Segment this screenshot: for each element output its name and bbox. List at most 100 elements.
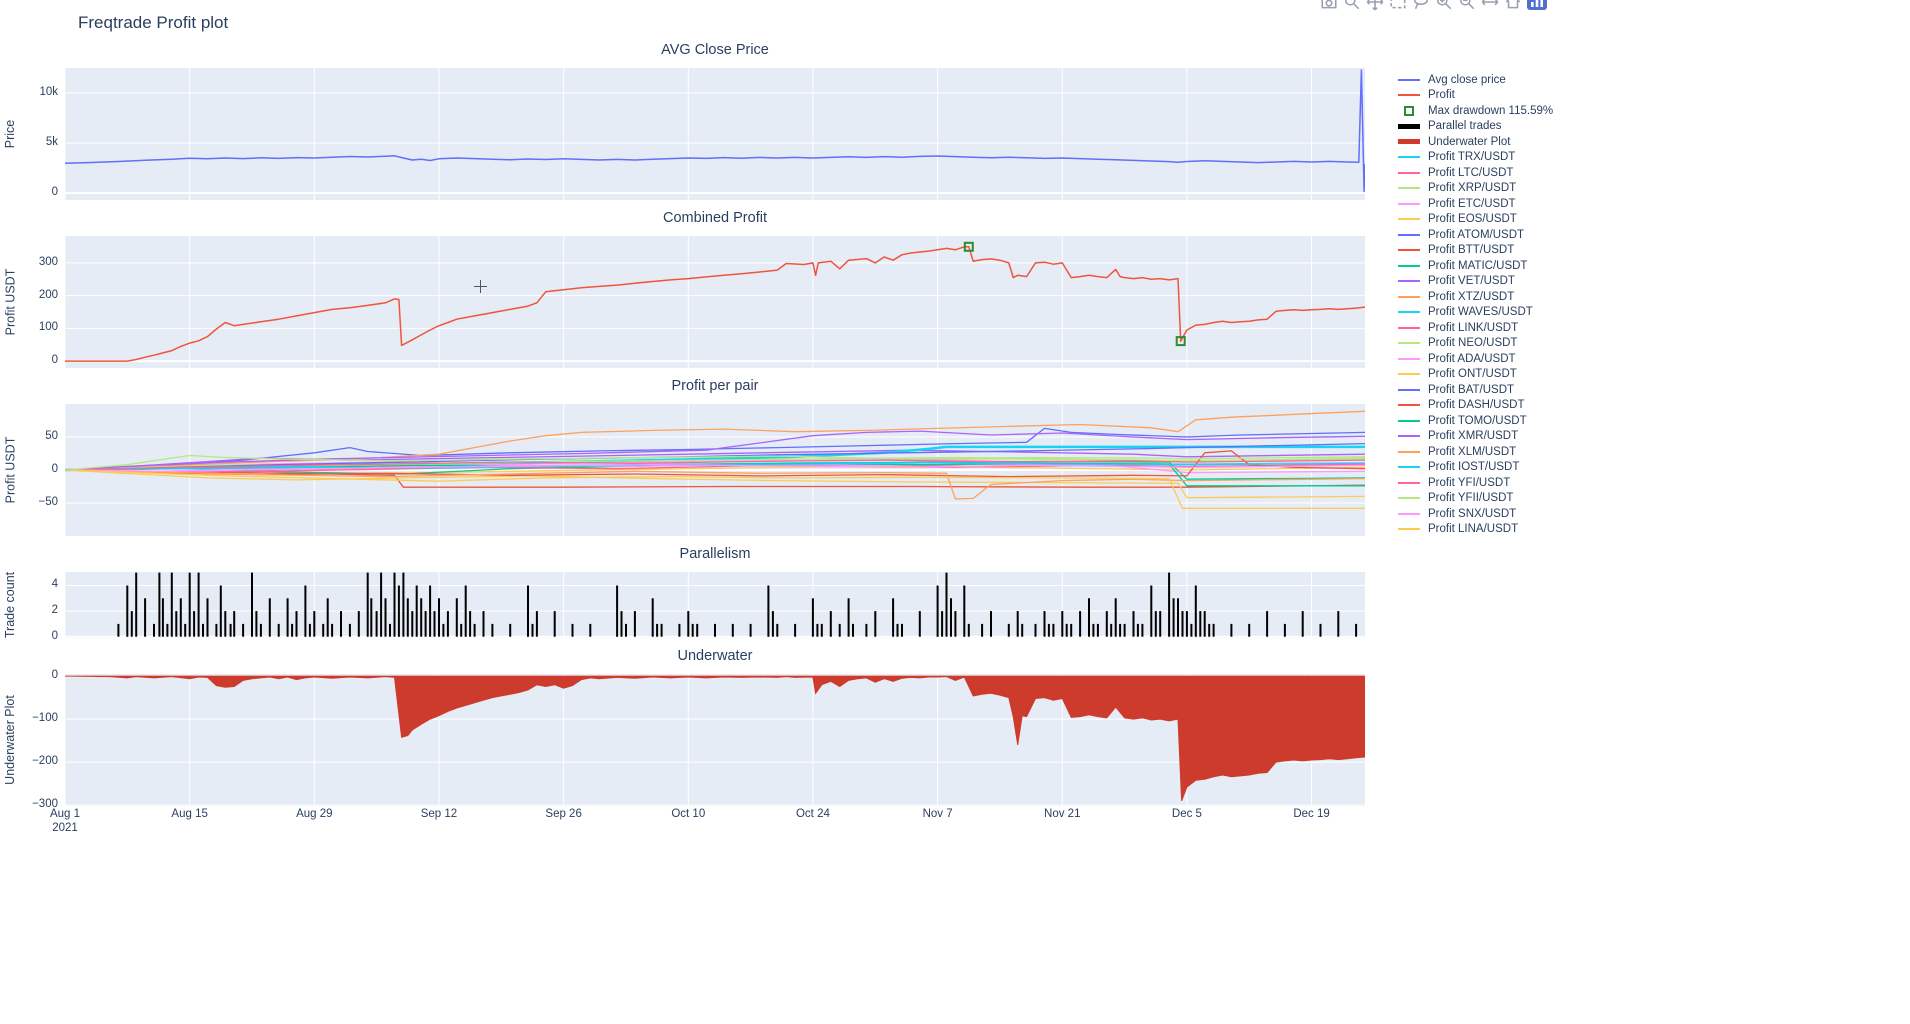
- zoom-icon[interactable]: [1342, 0, 1362, 11]
- plotly-modebar: [1319, 0, 1548, 11]
- legend-swatch: [1398, 450, 1420, 453]
- legend-label: Profit XLM/USDT: [1428, 445, 1517, 458]
- subplot-avg-close-price[interactable]: [65, 68, 1365, 200]
- box-select-icon[interactable]: [1388, 0, 1408, 11]
- legend-item[interactable]: Profit: [1398, 88, 1553, 104]
- legend-label: Profit YFII/USDT: [1428, 492, 1514, 505]
- subplot-combined-profit[interactable]: [65, 236, 1365, 368]
- legend-item[interactable]: Profit IOST/USDT: [1398, 460, 1553, 476]
- legend-swatch: [1398, 78, 1420, 81]
- legend-swatch: [1398, 123, 1420, 129]
- legend-item[interactable]: Profit XLM/USDT: [1398, 444, 1553, 460]
- series-profit-snx-usdt: [65, 464, 1365, 472]
- autoscale-icon[interactable]: [1480, 0, 1500, 11]
- legend-item[interactable]: Profit BTT/USDT: [1398, 243, 1553, 259]
- legend-swatch: [1398, 233, 1420, 236]
- legend-item[interactable]: Underwater Plot: [1398, 134, 1553, 150]
- legend-item[interactable]: Profit EOS/USDT: [1398, 212, 1553, 228]
- legend-swatch: [1398, 404, 1420, 407]
- legend-label: Profit: [1428, 89, 1455, 102]
- legend-label: Profit YFI/USDT: [1428, 476, 1511, 489]
- download-plot-icon[interactable]: [1319, 0, 1339, 11]
- y-tick-label: −200: [32, 755, 58, 768]
- legend-item[interactable]: Profit TRX/USDT: [1398, 150, 1553, 166]
- legend-item[interactable]: Profit ONT/USDT: [1398, 367, 1553, 383]
- page-title: Freqtrade Profit plot: [78, 13, 229, 32]
- legend-swatch: [1398, 139, 1420, 145]
- legend-label: Profit EOS/USDT: [1428, 213, 1517, 226]
- plotly-logo[interactable]: [1526, 0, 1548, 11]
- legend: Avg close price Profit Max drawdown 115.59…: [1398, 72, 1553, 537]
- legend-label: Underwater Plot: [1428, 135, 1511, 148]
- subplot-profit-per-pair[interactable]: [65, 404, 1365, 536]
- legend-item[interactable]: Profit ADA/USDT: [1398, 351, 1553, 367]
- subplot-title: Parallelism: [679, 546, 751, 562]
- legend-swatch: [1398, 171, 1420, 174]
- legend-label: Profit ADA/USDT: [1428, 352, 1516, 365]
- legend-label: Profit BTT/USDT: [1428, 244, 1515, 257]
- legend-item[interactable]: Profit LINA/USDT: [1398, 522, 1553, 538]
- legend-label: Profit DASH/USDT: [1428, 399, 1525, 412]
- legend-item[interactable]: Profit WAVES/USDT: [1398, 305, 1553, 321]
- legend-item[interactable]: Profit LINK/USDT: [1398, 320, 1553, 336]
- legend-item[interactable]: Profit BAT/USDT: [1398, 382, 1553, 398]
- legend-swatch: [1398, 94, 1420, 97]
- legend-item[interactable]: Profit ETC/USDT: [1398, 196, 1553, 212]
- pan-icon[interactable]: [1365, 0, 1385, 11]
- zoom-in-icon[interactable]: [1434, 0, 1454, 11]
- legend-swatch: [1398, 388, 1420, 391]
- legend-swatch: [1398, 326, 1420, 329]
- y-tick-label: 5k: [45, 136, 58, 148]
- legend-swatch: [1398, 342, 1420, 345]
- series-underwater: [65, 675, 1365, 801]
- legend-item[interactable]: Profit XMR/USDT: [1398, 429, 1553, 445]
- x-tick-label: Dec 19: [1293, 808, 1330, 820]
- legend-swatch: [1398, 497, 1420, 500]
- legend-item[interactable]: Max drawdown 115.59%: [1398, 103, 1553, 119]
- y-tick-label: 100: [38, 321, 58, 334]
- y-tick-label: 0: [51, 354, 58, 367]
- legend-item[interactable]: Profit ATOM/USDT: [1398, 227, 1553, 243]
- legend-label: Profit MATIC/USDT: [1428, 259, 1528, 272]
- legend-item[interactable]: Profit XTZ/USDT: [1398, 289, 1553, 305]
- series-profit-vet-usdt: [65, 449, 1365, 471]
- series-profit-xmr-usdt: [65, 430, 1365, 471]
- x-tick-label: Aug 29: [296, 808, 333, 820]
- subplot-title: Combined Profit: [663, 210, 767, 226]
- legend-item[interactable]: Profit DASH/USDT: [1398, 398, 1553, 414]
- legend-swatch: [1398, 419, 1420, 422]
- series-profit-ont-usdt: [65, 469, 1365, 499]
- series-profit-yfii-usdt: [65, 454, 1365, 471]
- legend-item[interactable]: Avg close price: [1398, 72, 1553, 88]
- series-profit-bat-usdt: [65, 442, 1365, 471]
- legend-item[interactable]: Profit XRP/USDT: [1398, 181, 1553, 197]
- legend-item[interactable]: Profit LTC/USDT: [1398, 165, 1553, 181]
- max-drawdown-marker: [963, 241, 974, 252]
- legend-item[interactable]: Profit YFI/USDT: [1398, 475, 1553, 491]
- y-tick-label: 2: [51, 604, 58, 617]
- legend-swatch: [1398, 202, 1420, 205]
- legend-item[interactable]: Profit VET/USDT: [1398, 274, 1553, 290]
- legend-label: Profit IOST/USDT: [1428, 461, 1520, 474]
- legend-item[interactable]: Profit SNX/USDT: [1398, 506, 1553, 522]
- legend-label: Profit NEO/USDT: [1428, 337, 1518, 350]
- series-profit-lina-usdt: [65, 469, 1365, 509]
- y-tick-label: −300: [32, 798, 58, 811]
- series-profit-neo-usdt: [65, 456, 1365, 471]
- legend-item[interactable]: Profit NEO/USDT: [1398, 336, 1553, 352]
- legend-item[interactable]: Profit TOMO/USDT: [1398, 413, 1553, 429]
- lasso-select-icon[interactable]: [1411, 0, 1431, 11]
- x-tick-label: Aug 15: [171, 808, 208, 820]
- legend-item[interactable]: Profit MATIC/USDT: [1398, 258, 1553, 274]
- subplot-parallelism[interactable]: [65, 572, 1365, 638]
- zoom-out-icon[interactable]: [1457, 0, 1477, 11]
- legend-swatch: [1398, 435, 1420, 438]
- legend-item[interactable]: Parallel trades: [1398, 119, 1553, 135]
- reset-axes-icon[interactable]: [1503, 0, 1523, 11]
- legend-item[interactable]: Profit YFII/USDT: [1398, 491, 1553, 507]
- subplot-underwater[interactable]: [65, 674, 1365, 806]
- y-tick-label: 0: [51, 669, 58, 682]
- y-tick-label: 10k: [39, 86, 58, 98]
